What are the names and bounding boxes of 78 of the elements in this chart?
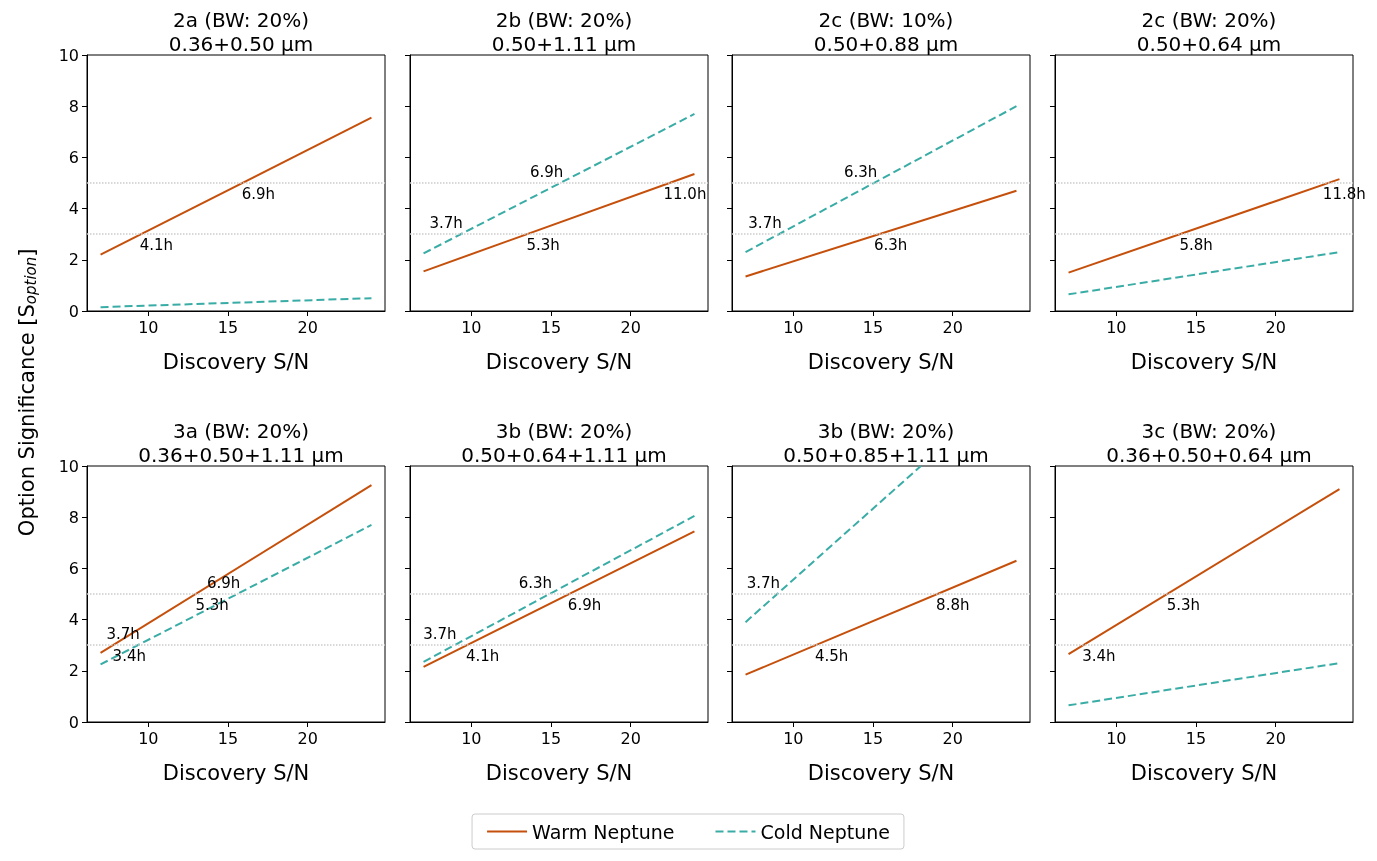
annotation: 5.8h (1179, 236, 1213, 255)
annotation: 11.8h (1322, 185, 1366, 203)
y-tick-label: 2 (68, 661, 79, 681)
legend-label: Warm Neptune (532, 820, 675, 843)
chart-title: 2a (BW: 20%) 0.36+0.50 μm (168, 8, 314, 56)
x-tick-label: 10 (138, 317, 159, 337)
chart-title: 2b (BW: 20%) 0.50+1.11 μm (491, 8, 637, 56)
chart-title: 3c (BW: 20%) 0.36+0.50+0.64 μm (1106, 419, 1312, 467)
annotation: 6.3h (873, 236, 908, 255)
x-tick-label: 10 (783, 728, 804, 748)
annotation: 3.7h (429, 214, 463, 233)
chart-title: 3b (BW: 20%) 0.50+0.85+1.11 μm (783, 419, 989, 467)
annotation: 4.5h (814, 647, 849, 666)
x-tick-label: 10 (461, 728, 482, 748)
x-tick-label: 20 (297, 728, 318, 748)
x-tick-label: 15 (217, 728, 239, 748)
y-tick-label: 6 (68, 147, 79, 167)
x-tick-label: 20 (620, 317, 641, 337)
x-tick-label: 15 (862, 317, 884, 337)
chart-title: 3b (BW: 20%) 0.50+0.64+1.11 μm (461, 419, 667, 467)
annotation: 6.9h (567, 596, 602, 614)
y-tick-label: 2 (68, 250, 79, 270)
x-tick-label: 10 (1106, 317, 1127, 337)
annotation: 4.1h (139, 236, 174, 255)
annotation: 11.0h (663, 185, 707, 203)
legend-label: Cold Neptune (760, 820, 890, 843)
x-tick-label: 15 (1185, 728, 1207, 748)
annotation: 6.9h (241, 185, 276, 203)
y-tick-label: 10 (58, 45, 79, 65)
y-tick-label: 8 (68, 96, 79, 116)
annotation: 5.3h (195, 596, 229, 614)
x-tick-label: 10 (461, 317, 482, 337)
y-tick-label: 6 (68, 558, 79, 578)
x-tick-label: 15 (1185, 317, 1207, 337)
x-axis-title: Discovery S/N (485, 349, 633, 374)
y-tick-label: 4 (68, 199, 79, 219)
chart-title: 3a (BW: 20%) 0.36+0.50+1.11 μm (138, 419, 344, 467)
x-tick-label: 20 (942, 317, 963, 337)
y-tick-label: 0 (68, 301, 79, 321)
x-tick-label: 10 (783, 317, 804, 337)
y-tick-label: 8 (68, 507, 79, 527)
annotation: 8.8h (936, 596, 970, 614)
x-tick-label: 20 (620, 728, 641, 748)
annotation: 6.3h (518, 574, 553, 592)
x-tick-label: 20 (297, 317, 318, 337)
x-axis-title: Discovery S/N (162, 349, 310, 374)
y-tick-label: 4 (68, 610, 79, 630)
x-axis-title: Discovery S/N (162, 760, 310, 785)
x-tick-label: 10 (138, 728, 159, 748)
annotation: 3.7h (746, 574, 781, 592)
y-tick-label: 0 (68, 712, 79, 732)
x-axis-title: Discovery S/N (807, 349, 955, 374)
annotation: 5.3h (526, 236, 560, 255)
x-tick-label: 15 (862, 728, 884, 748)
x-axis-title: Discovery S/N (485, 760, 633, 785)
x-tick-label: 10 (1106, 728, 1127, 748)
x-axis-title: Discovery S/N (807, 760, 955, 785)
x-tick-label: 20 (1265, 317, 1286, 337)
chart-title: 2c (BW: 10%) 0.50+0.88 μm (813, 8, 959, 56)
annotation: 3.7h (423, 625, 457, 644)
x-axis-title: Discovery S/N (1130, 349, 1278, 374)
x-tick-label: 15 (217, 317, 239, 337)
x-tick-label: 20 (1265, 728, 1286, 748)
x-tick-label: 15 (540, 317, 562, 337)
chart-title: 2c (BW: 20%) 0.50+0.64 μm (1136, 8, 1282, 56)
annotation: 3.7h (748, 214, 782, 233)
annotation: 6.9h (529, 163, 564, 181)
y-tick-label: 10 (58, 456, 79, 476)
x-axis-title: Discovery S/N (1130, 760, 1278, 785)
annotation: 6.9h (206, 574, 241, 592)
annotation: 3.4h (112, 647, 146, 666)
annotation: 6.3h (843, 163, 878, 181)
annotation: 4.1h (465, 647, 500, 666)
x-tick-label: 20 (942, 728, 963, 748)
annotation: 5.3h (1166, 596, 1201, 614)
y-axis-title: Option Significance [Soption] (14, 248, 40, 537)
x-tick-label: 15 (540, 728, 562, 748)
annotation: 3.4h (1082, 647, 1116, 666)
